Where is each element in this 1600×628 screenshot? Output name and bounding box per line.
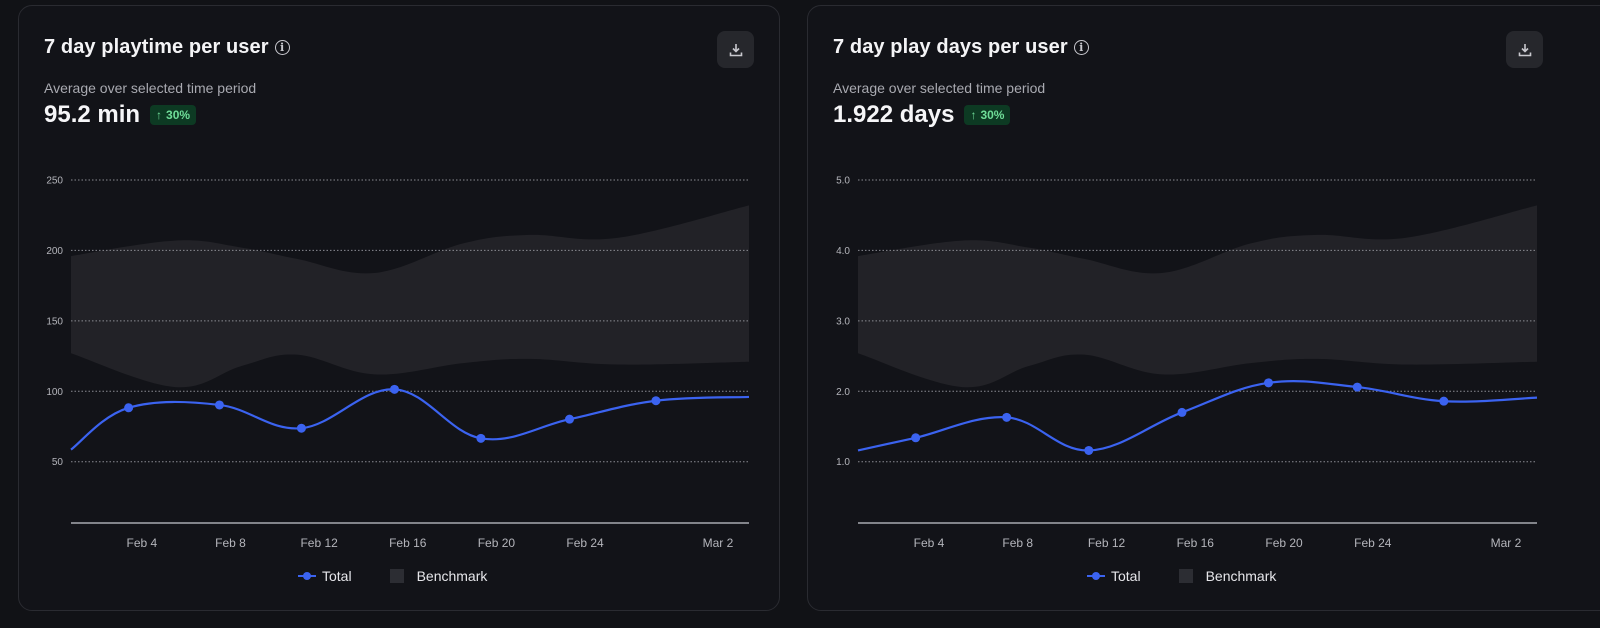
x-tick-label: Feb 20 xyxy=(478,536,516,550)
square-icon xyxy=(389,569,404,583)
data-point xyxy=(296,423,306,433)
legend-item-total[interactable]: Total xyxy=(298,568,352,584)
data-point xyxy=(1439,396,1449,406)
card-header: 7 day playtime per user i xyxy=(44,36,290,59)
y-tick-label: 2.0 xyxy=(836,387,850,398)
card-title: 7 day play days per user xyxy=(833,36,1068,58)
y-tick-label: 50 xyxy=(52,457,64,468)
x-tick-label: Mar 2 xyxy=(1491,536,1522,550)
x-tick-label: Feb 20 xyxy=(1265,536,1303,550)
y-tick-label: 4.0 xyxy=(836,246,850,257)
y-tick-label: 1.0 xyxy=(836,457,850,468)
arrow-up-icon: ↑ xyxy=(156,108,163,122)
card-subtitle: Average over selected time period xyxy=(833,80,1046,96)
data-point xyxy=(1352,382,1362,392)
data-point xyxy=(1264,378,1274,388)
x-tick-label: Feb 16 xyxy=(389,536,427,550)
legend-item-total[interactable]: Total xyxy=(1087,568,1141,584)
legend-label: Total xyxy=(1111,568,1141,584)
x-tick-label: Feb 24 xyxy=(1354,536,1392,550)
x-tick-label: Feb 8 xyxy=(215,536,246,550)
change-badge: ↑ 30% xyxy=(964,105,1011,125)
info-icon[interactable]: i xyxy=(1073,40,1089,55)
data-point xyxy=(124,403,134,413)
x-tick-label: Feb 24 xyxy=(566,536,604,550)
y-tick-label: 200 xyxy=(46,246,63,257)
x-tick-label: Feb 4 xyxy=(914,536,945,550)
change-value: 30% xyxy=(980,108,1005,122)
legend-label: Benchmark xyxy=(416,568,488,584)
data-point xyxy=(1002,412,1012,422)
download-button[interactable] xyxy=(1506,31,1543,68)
benchmark-band xyxy=(858,205,1537,388)
play-days-card: 7 day play days per user i Average over … xyxy=(807,5,1600,611)
data-point xyxy=(214,400,224,410)
change-value: 30% xyxy=(166,108,191,122)
data-point xyxy=(1084,445,1094,455)
metric-value: 1.922 days xyxy=(833,101,955,128)
info-icon[interactable]: i xyxy=(274,40,290,55)
y-tick-label: 3.0 xyxy=(836,316,850,327)
playtime-chart: 50 100 150 200 250 Feb 4 Feb 8 Feb 12 Feb 16 Feb … xyxy=(46,176,750,550)
data-point xyxy=(389,384,399,394)
legend-item-benchmark[interactable]: Benchmark xyxy=(389,568,488,584)
line-marker-icon xyxy=(298,571,316,581)
card-header: 7 day play days per user i xyxy=(833,36,1089,59)
metric-row: 1.922 days ↑ 30% xyxy=(833,101,1011,129)
legend-label: Benchmark xyxy=(1205,568,1277,584)
download-icon xyxy=(729,43,742,56)
y-tick-label: 150 xyxy=(46,316,63,327)
line-marker-icon xyxy=(1087,571,1105,581)
change-badge: ↑ 30% xyxy=(150,105,197,125)
data-point xyxy=(651,396,661,406)
chart-legend: Total Benchmark xyxy=(1087,568,1314,584)
metric-value: 95.2 min xyxy=(44,101,141,128)
square-icon xyxy=(1178,569,1193,583)
card-subtitle: Average over selected time period xyxy=(44,80,257,96)
x-tick-label: Feb 4 xyxy=(127,536,158,550)
download-button[interactable] xyxy=(717,31,754,68)
data-point xyxy=(476,433,486,443)
data-point xyxy=(911,433,921,443)
play-days-chart: 1.0 2.0 3.0 4.0 5.0 Feb 4 Feb 8 Feb 12 Feb 16 Feb… xyxy=(836,176,1538,550)
x-tick-label: Feb 16 xyxy=(1177,536,1215,550)
y-tick-label: 100 xyxy=(46,387,63,398)
metric-row: 95.2 min ↑ 30% xyxy=(44,101,197,129)
download-icon xyxy=(1518,43,1531,56)
playtime-card: 7 day playtime per user i Average over s… xyxy=(18,5,780,611)
data-point xyxy=(1177,407,1187,417)
x-tick-label: Mar 2 xyxy=(703,536,734,550)
x-tick-label: Feb 12 xyxy=(1088,536,1126,550)
legend-label: Total xyxy=(322,568,352,584)
data-point xyxy=(565,414,575,424)
total-line xyxy=(70,388,750,451)
arrow-up-icon: ↑ xyxy=(970,108,977,122)
chart-legend: Total Benchmark xyxy=(298,568,525,584)
card-title: 7 day playtime per user xyxy=(44,36,269,58)
legend-item-benchmark[interactable]: Benchmark xyxy=(1178,568,1277,584)
benchmark-band xyxy=(71,205,749,388)
x-tick-label: Feb 12 xyxy=(300,536,338,550)
x-tick-label: Feb 8 xyxy=(1002,536,1033,550)
y-tick-label: 250 xyxy=(46,176,63,187)
y-tick-label: 5.0 xyxy=(836,176,850,187)
